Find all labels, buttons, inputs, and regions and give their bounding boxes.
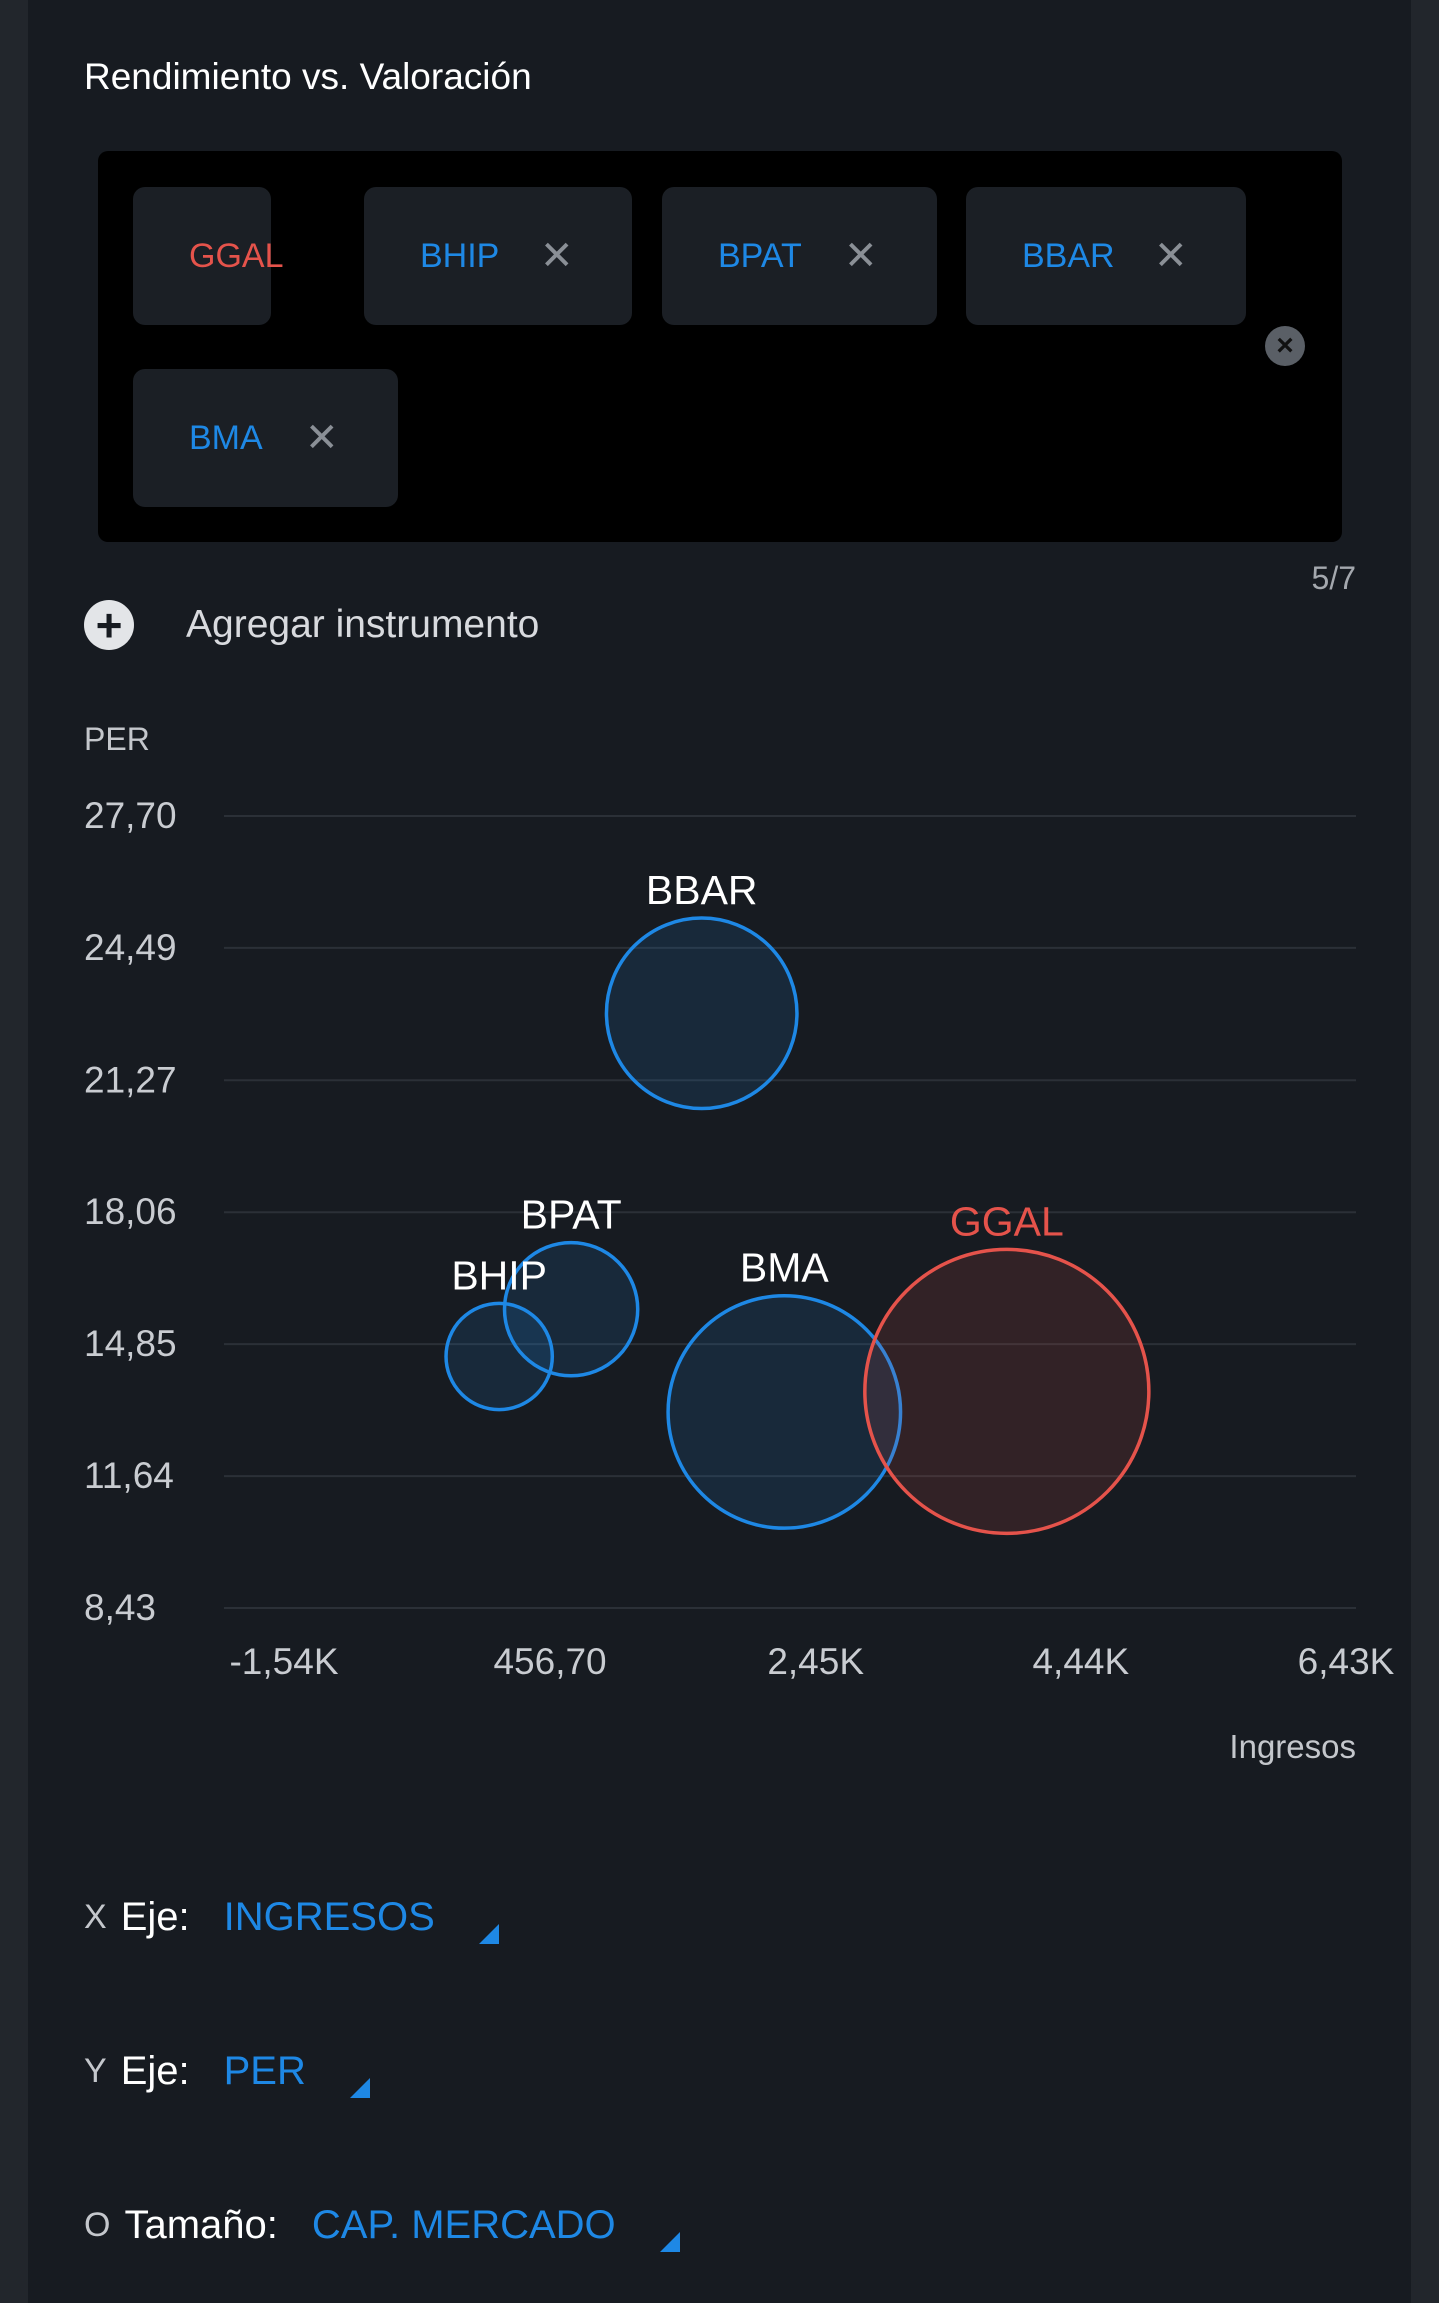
- card-title: Rendimiento vs. Valoración: [84, 56, 532, 97]
- instrument-counter: 5/7: [1311, 560, 1356, 596]
- y-axis-value[interactable]: PER: [223, 2048, 306, 2093]
- chip-bhip[interactable]: BHIP ✕: [364, 187, 632, 325]
- y-tick-label: 14,85: [84, 1323, 177, 1364]
- size-value[interactable]: CAP. MERCADO: [311, 2202, 616, 2247]
- clear-circle-icon[interactable]: ×: [1265, 326, 1305, 366]
- chip-bpat[interactable]: BPAT ✕: [662, 187, 937, 325]
- x-tick-label: 4,44K: [1032, 1641, 1129, 1682]
- plus-circle-icon: +: [84, 600, 134, 650]
- close-icon[interactable]: ✕: [844, 234, 878, 278]
- bubble-chart: PER 27,70 24,49 21,27 18,06 14,85 11,64 8,43 -1,…: [84, 721, 1395, 1765]
- x-tick-label: -1,54K: [229, 1641, 338, 1682]
- size-prefix: O: [84, 2205, 111, 2244]
- x-axis-prefix: X: [84, 1897, 107, 1936]
- add-instrument-label: Agregar instrumento: [186, 603, 540, 646]
- x-axis-title: Ingresos: [1229, 1728, 1356, 1765]
- bubble-label-bma: BMA: [740, 1245, 830, 1291]
- bubble-bpat: [502, 1240, 640, 1378]
- y-axis-selector[interactable]: Y Eje: PER: [84, 2041, 370, 2101]
- x-axis-name: Eje:: [120, 1894, 190, 1939]
- x-tick-label: 2,45K: [767, 1641, 864, 1682]
- chip-label: BPAT: [718, 236, 802, 275]
- bubble-label-bhip: BHIP: [451, 1252, 547, 1298]
- bubble-label-bpat: BPAT: [521, 1192, 622, 1238]
- y-axis-prefix: Y: [84, 2051, 107, 2090]
- y-tick-label: 8,43: [84, 1587, 156, 1628]
- y-tick-label: 11,64: [84, 1455, 174, 1496]
- add-instrument-button[interactable]: + Agregar instrumento: [84, 600, 539, 650]
- instrument-chip-box: GGAL BHIP ✕ BPAT ✕ BBAR ✕ BMA ✕: [98, 151, 1342, 542]
- bubble-bma: [666, 1293, 903, 1530]
- chip-label: GGAL: [189, 236, 284, 275]
- bubble-bhip: [444, 1301, 555, 1412]
- chip-label: BHIP: [420, 236, 500, 275]
- y-tick-label: 27,70: [84, 795, 177, 836]
- size-name: Tamaño:: [124, 2202, 278, 2247]
- size-selector[interactable]: O Tamaño: CAP. MERCADO: [84, 2195, 680, 2255]
- bubble-label-bbar: BBAR: [646, 867, 758, 913]
- chip-label: BBAR: [1022, 236, 1115, 275]
- chip-ggal[interactable]: GGAL: [133, 187, 283, 325]
- bubble-label-ggal: GGAL: [950, 1198, 1064, 1244]
- x-axis-value[interactable]: INGRESOS: [223, 1894, 435, 1939]
- close-icon[interactable]: ✕: [305, 416, 339, 460]
- close-icon[interactable]: ✕: [540, 234, 574, 278]
- bubble-bbar: [604, 916, 799, 1111]
- x-tick-label: 6,43K: [1298, 1641, 1395, 1682]
- close-icon[interactable]: ✕: [1154, 234, 1188, 278]
- bubble-ggal: [863, 1247, 1151, 1536]
- dropdown-caret-icon[interactable]: [478, 1924, 499, 1944]
- chip-bbar[interactable]: BBAR ✕: [966, 187, 1246, 325]
- y-tick-label: 24,49: [84, 927, 177, 968]
- y-axis-name: Eje:: [120, 2048, 190, 2093]
- y-axis-title: PER: [84, 721, 150, 757]
- x-axis-selector[interactable]: X Eje: INGRESOS: [84, 1887, 499, 1947]
- y-tick-label: 21,27: [84, 1059, 177, 1100]
- dropdown-caret-icon[interactable]: [659, 2232, 680, 2252]
- x-tick-label: 456,70: [493, 1641, 606, 1682]
- chip-label: BMA: [189, 418, 263, 457]
- y-tick-label: 18,06: [84, 1191, 177, 1232]
- dropdown-caret-icon[interactable]: [349, 2078, 370, 2098]
- chip-bma[interactable]: BMA ✕: [133, 369, 398, 507]
